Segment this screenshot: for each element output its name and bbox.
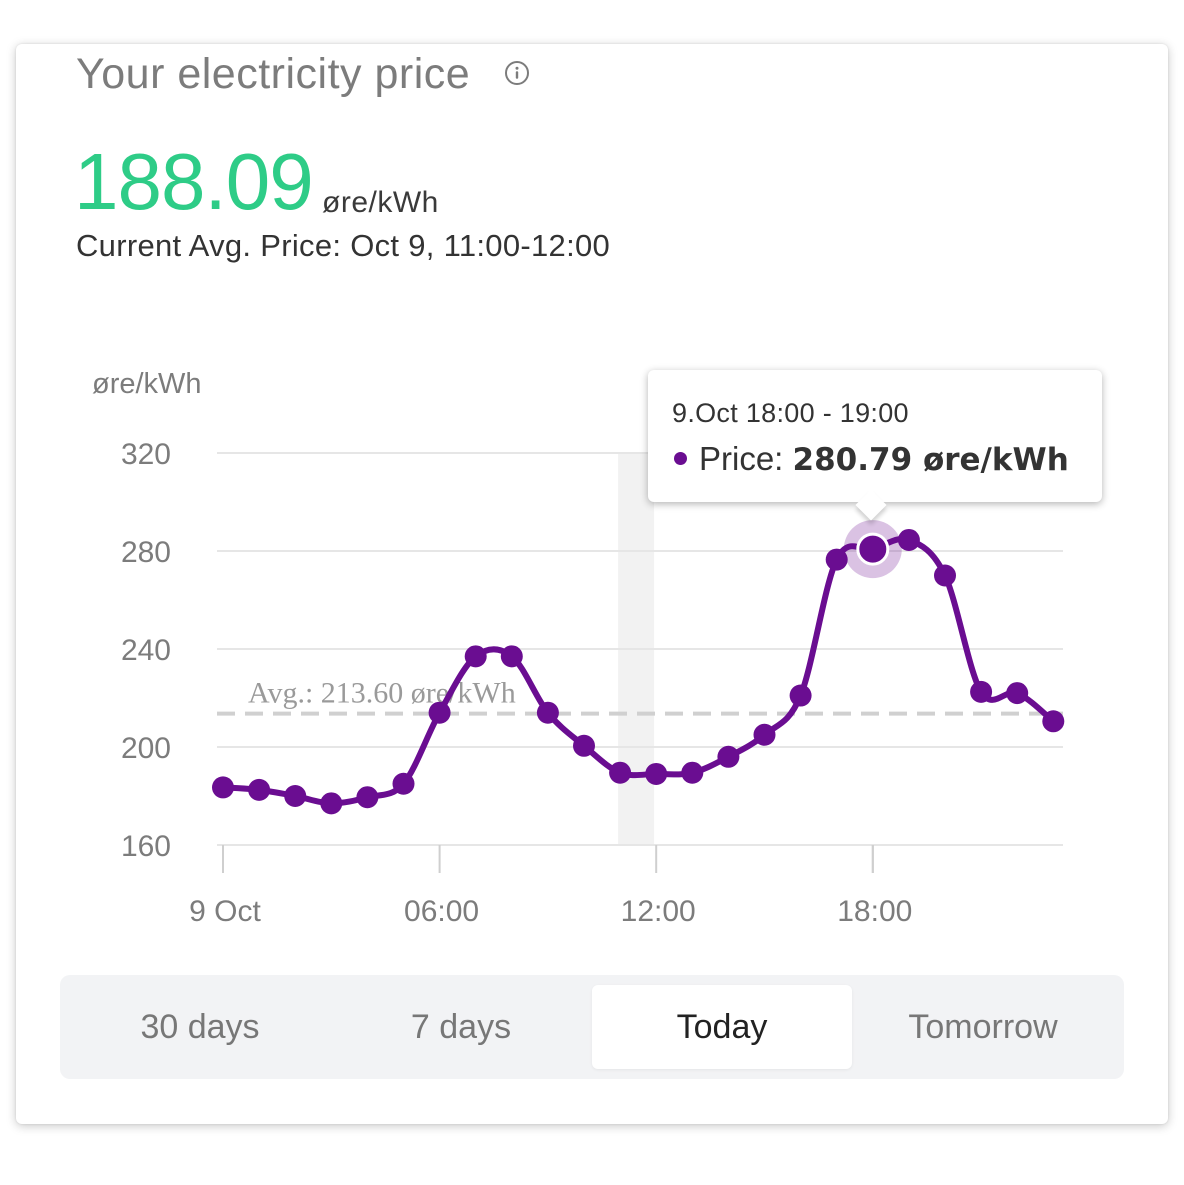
data-point[interactable] <box>645 762 668 785</box>
tooltip-price-value: 280.79 øre/kWh <box>792 442 1069 478</box>
card-title: Your electricity price <box>76 50 471 98</box>
price-tooltip: 9.Oct 18:00 - 19:00 Price: 280.79 øre/kW… <box>648 370 1102 502</box>
tooltip-price-label: Price: <box>699 440 793 477</box>
current-price-unit: øre/kWh <box>322 186 439 219</box>
tab-today[interactable]: Today <box>592 985 852 1069</box>
data-point[interactable] <box>356 786 379 809</box>
y-tick-label: 320 <box>121 438 171 471</box>
tab-7-days[interactable]: 7 days <box>410 1007 512 1046</box>
series-dot-icon <box>674 451 687 465</box>
data-point[interactable] <box>1042 710 1065 733</box>
period-tabs: 30 days 7 days Today Tomorrow <box>60 975 1124 1079</box>
highlighted-data-point[interactable] <box>856 532 890 566</box>
current-price: 188.09 <box>74 137 314 226</box>
data-point[interactable] <box>609 761 632 784</box>
data-point[interactable] <box>248 778 271 801</box>
data-point[interactable] <box>789 684 812 707</box>
data-point[interactable] <box>825 548 848 571</box>
data-point[interactable] <box>428 701 451 724</box>
y-tick-label: 200 <box>121 732 171 765</box>
data-point[interactable] <box>392 772 415 795</box>
x-tick-label: 12:00 <box>621 895 696 928</box>
y-tick-label: 240 <box>121 634 171 667</box>
x-tick-label: 18:00 <box>837 895 912 928</box>
average-label: Avg.: 213.60 øre/kWh <box>248 677 516 710</box>
tab-30-days[interactable]: 30 days <box>140 1007 260 1046</box>
data-point[interactable] <box>717 745 740 768</box>
y-axis-label: øre/kWh <box>92 368 202 400</box>
data-point[interactable] <box>536 701 559 724</box>
data-point[interactable] <box>464 645 487 668</box>
tooltip-title: 9.Oct 18:00 - 19:00 <box>672 398 909 428</box>
x-tick-label: 06:00 <box>404 895 479 928</box>
data-point[interactable] <box>897 528 920 551</box>
electricity-price-card <box>16 44 1168 1124</box>
y-tick-label: 280 <box>121 536 171 569</box>
data-point[interactable] <box>753 723 776 746</box>
tooltip-price-row: Price: 280.79 øre/kWh <box>674 440 1069 478</box>
data-point[interactable] <box>970 680 993 703</box>
data-point[interactable] <box>573 734 595 757</box>
data-point[interactable] <box>500 645 523 668</box>
data-point[interactable] <box>1006 682 1029 705</box>
x-tick-label: 9 Oct <box>189 895 261 928</box>
data-point[interactable] <box>681 761 704 784</box>
data-point[interactable] <box>934 564 956 587</box>
current-price-subtitle: Current Avg. Price: Oct 9, 11:00-12:00 <box>76 228 611 263</box>
tab-tomorrow[interactable]: Tomorrow <box>908 1007 1058 1046</box>
y-tick-label: 160 <box>121 830 171 863</box>
info-icon[interactable] <box>504 60 530 86</box>
data-point[interactable] <box>212 776 234 799</box>
data-point[interactable] <box>320 792 343 815</box>
data-point[interactable] <box>284 785 307 807</box>
